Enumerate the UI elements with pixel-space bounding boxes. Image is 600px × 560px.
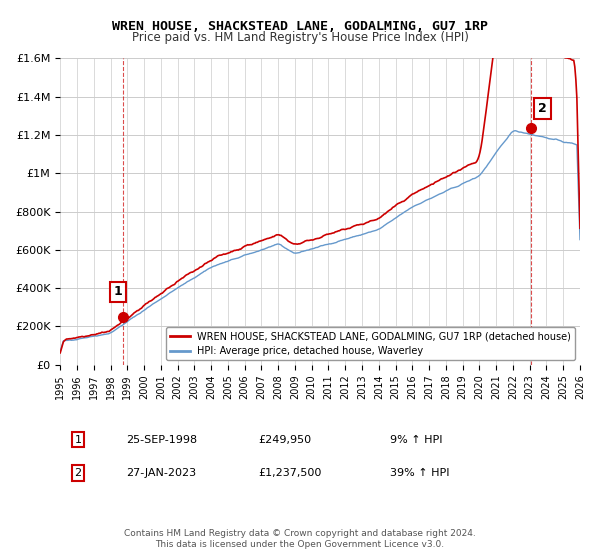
Text: 9% ↑ HPI: 9% ↑ HPI <box>390 435 443 445</box>
Text: 39% ↑ HPI: 39% ↑ HPI <box>390 468 449 478</box>
Text: 1: 1 <box>113 286 122 298</box>
Text: £1,237,500: £1,237,500 <box>258 468 322 478</box>
Text: 2: 2 <box>74 468 82 478</box>
Text: 2: 2 <box>538 102 547 115</box>
Text: 27-JAN-2023: 27-JAN-2023 <box>126 468 196 478</box>
Text: WREN HOUSE, SHACKSTEAD LANE, GODALMING, GU7 1RP: WREN HOUSE, SHACKSTEAD LANE, GODALMING, … <box>112 20 488 32</box>
Text: £249,950: £249,950 <box>258 435 311 445</box>
Legend: WREN HOUSE, SHACKSTEAD LANE, GODALMING, GU7 1RP (detached house), HPI: Average p: WREN HOUSE, SHACKSTEAD LANE, GODALMING, … <box>166 327 575 360</box>
Text: Price paid vs. HM Land Registry's House Price Index (HPI): Price paid vs. HM Land Registry's House … <box>131 31 469 44</box>
Text: 25-SEP-1998: 25-SEP-1998 <box>126 435 197 445</box>
Text: 1: 1 <box>74 435 82 445</box>
Text: Contains HM Land Registry data © Crown copyright and database right 2024.
This d: Contains HM Land Registry data © Crown c… <box>124 529 476 549</box>
